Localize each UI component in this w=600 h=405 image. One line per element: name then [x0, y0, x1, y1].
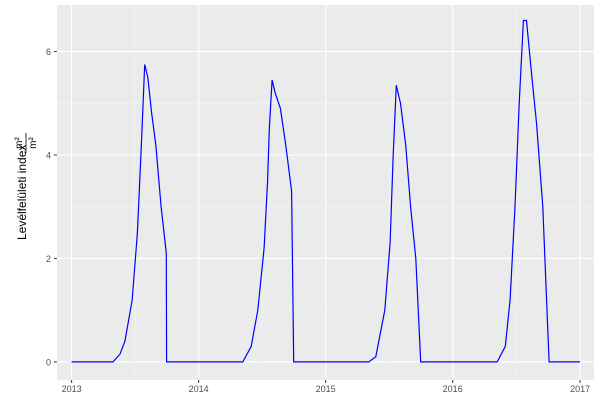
x-tick-label: 2017	[570, 384, 590, 394]
x-tick-label: 2015	[316, 384, 336, 394]
x-tick-label: 2014	[189, 384, 209, 394]
x-tick-label: 2013	[62, 384, 82, 394]
y-unit-numerator: m²	[14, 137, 25, 149]
series-line	[71, 19, 581, 363]
x-tick-label: 2016	[443, 384, 463, 394]
y-tick-label: 6	[46, 47, 51, 57]
y-axis-label: Levélfelületi index	[15, 145, 29, 240]
y-tick-label: 2	[46, 254, 51, 264]
y-tick-label: 0	[46, 357, 51, 367]
y-unit-denominator: m²	[28, 137, 39, 149]
y-tick-label: 4	[46, 151, 51, 161]
